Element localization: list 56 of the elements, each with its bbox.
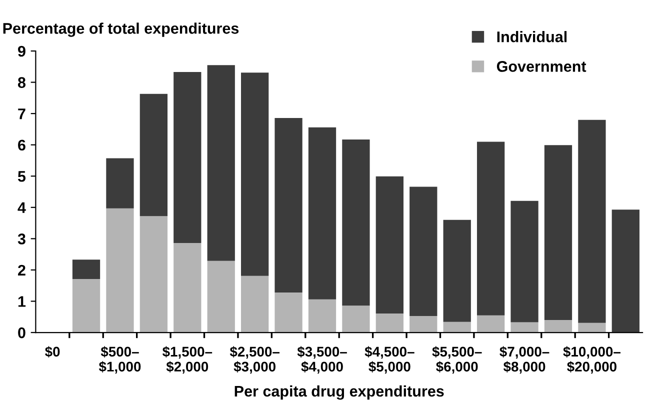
bar bbox=[174, 243, 202, 333]
bar bbox=[376, 313, 404, 333]
bar bbox=[578, 322, 606, 333]
y-tick-label: 6 bbox=[18, 140, 26, 151]
x-tick-label: $1,500– $2,000 bbox=[162, 346, 212, 374]
bar bbox=[241, 276, 269, 333]
y-tick-label: 9 bbox=[18, 46, 26, 57]
y-axis-title: Percentage of total expenditures bbox=[3, 22, 239, 37]
bar bbox=[274, 118, 302, 292]
x-tick-label: $5,500– $6,000 bbox=[432, 346, 482, 374]
bar bbox=[544, 145, 572, 320]
bar bbox=[106, 158, 134, 208]
bar bbox=[140, 216, 168, 333]
bar bbox=[510, 200, 538, 322]
x-tick-label: $3,500– $4,000 bbox=[297, 346, 347, 374]
y-tick-label: 1 bbox=[18, 296, 26, 307]
bar bbox=[443, 322, 471, 333]
bar bbox=[410, 316, 438, 333]
bar bbox=[510, 322, 538, 333]
x-tick-label: $10,000– $20,000 bbox=[563, 346, 620, 374]
bar bbox=[476, 142, 505, 316]
y-tick-label: 2 bbox=[18, 264, 26, 276]
x-tick-label: $7,000– $8,000 bbox=[500, 346, 550, 374]
x-tick-label: $0 bbox=[45, 346, 60, 358]
bar bbox=[476, 315, 505, 333]
bar bbox=[241, 72, 269, 276]
bar bbox=[443, 220, 471, 322]
bar bbox=[207, 260, 235, 333]
y-tick-label: 3 bbox=[18, 234, 26, 244]
bar bbox=[72, 279, 100, 333]
y-tick-label: 0 bbox=[18, 327, 26, 338]
y-tick-label: 5 bbox=[18, 171, 26, 182]
x-tick-label: $500– $1,000 bbox=[98, 346, 141, 374]
legend-label: Government bbox=[496, 61, 586, 72]
bar bbox=[274, 292, 302, 333]
x-tick-label: $4,500– $5,000 bbox=[364, 346, 414, 374]
bar bbox=[106, 208, 134, 333]
bar bbox=[342, 306, 370, 333]
y-tick-label: 8 bbox=[18, 77, 26, 88]
bar bbox=[207, 65, 235, 261]
x-axis-title: Per capita drug expenditures bbox=[234, 385, 444, 400]
bar bbox=[72, 260, 100, 280]
bar bbox=[544, 320, 572, 333]
legend-label: Individual bbox=[497, 31, 567, 42]
y-tick-label: 7 bbox=[18, 108, 26, 120]
x-tick-label: $2,500– $3,000 bbox=[230, 346, 280, 374]
y-tick-label: 4 bbox=[18, 202, 26, 213]
bar bbox=[612, 210, 640, 333]
bar bbox=[308, 127, 336, 300]
bar bbox=[342, 140, 370, 306]
bar bbox=[140, 94, 168, 216]
bar bbox=[578, 120, 606, 323]
bar bbox=[410, 186, 438, 316]
bar bbox=[308, 299, 336, 333]
bar bbox=[376, 176, 404, 314]
bar bbox=[174, 72, 202, 244]
